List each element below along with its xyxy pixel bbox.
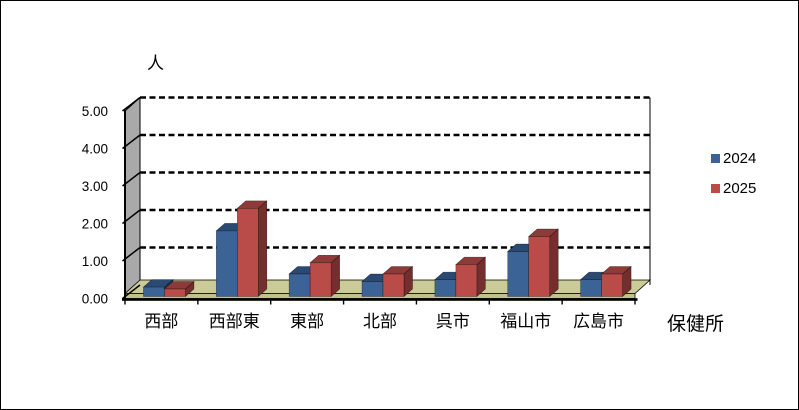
bar-2024-5: [507, 251, 530, 297]
x-axis-title: 保健所: [667, 314, 725, 335]
bar-2024-3: [361, 281, 384, 297]
bar-2024-2: [288, 273, 311, 297]
y-tick-label: 3.00: [82, 179, 108, 194]
bar-2024-1: [215, 230, 238, 297]
legend-label-2024: 2024: [723, 150, 757, 167]
bar-2025-5-side: [549, 228, 559, 298]
y-tick-label: 2.00: [82, 217, 108, 232]
bar-2025-4: [455, 264, 478, 297]
bar-2025-0: [164, 288, 186, 297]
bar-2025-1-side: [257, 200, 268, 298]
bar-2024-4: [434, 279, 457, 297]
y-tick-label: 4.00: [82, 142, 108, 157]
x-axis-line: [122, 298, 638, 301]
legend-label-2025: 2025: [723, 180, 757, 197]
y-tick-label: 0.00: [82, 292, 108, 307]
x-category-label-0: 西部: [144, 312, 178, 331]
bar-2025-6: [601, 273, 623, 297]
bar-2025-5: [528, 236, 551, 297]
y-tick-label: 1.00: [82, 254, 108, 269]
bar-2024-6: [580, 279, 602, 297]
x-category-label-5: 福山市: [500, 312, 551, 331]
y-axis-title: 人: [147, 54, 164, 73]
x-category-label-6: 広島市: [573, 312, 624, 331]
bar-2025-2: [309, 262, 332, 297]
x-category-label-3: 北部: [363, 312, 397, 331]
legend-swatch-2025-icon: [711, 184, 720, 193]
bar-2025-1: [236, 208, 259, 297]
wall-gridline-segment: [122, 96, 141, 112]
x-category-label-1: 西部東: [209, 312, 260, 331]
x-category-label-2: 東部: [290, 312, 324, 331]
y-tick-label: 5.00: [82, 104, 108, 119]
legend-item-2025: 2025: [711, 180, 756, 197]
bar-2025-3: [382, 273, 405, 297]
bar-2024-0: [143, 286, 165, 297]
legend-item-2024: 2024: [711, 150, 756, 167]
legend-swatch-2024-icon: [711, 154, 720, 163]
legend: 2024 2025: [711, 150, 756, 210]
x-category-label-4: 呉市: [436, 312, 470, 331]
wall-left: [124, 96, 141, 300]
